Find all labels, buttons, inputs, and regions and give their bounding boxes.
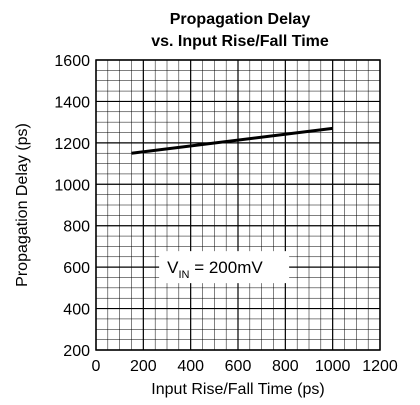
y-tick-label: 1600 [54, 53, 90, 70]
series-line [131, 126, 333, 155]
y-axis-label: Propagation Delay (ps) [14, 123, 31, 287]
x-axis-label: Input Rise/Fall Time (ps) [151, 381, 324, 398]
y-tick-label: 1200 [54, 136, 90, 153]
y-tick-label: 1400 [54, 94, 90, 111]
plot-area-frame [95, 59, 381, 351]
vin-annotation: VIN = 200mV [159, 251, 290, 284]
series-layer [131, 126, 333, 155]
x-tick-label: 1000 [315, 358, 351, 375]
annotation-rest: = 200mV [189, 258, 263, 277]
annotation-main: V [167, 258, 179, 277]
x-tick-label: 400 [177, 358, 204, 375]
annotation-subscript: IN [178, 269, 189, 281]
chart-title-line-2: vs. Input Rise/Fall Time [151, 33, 329, 50]
chart-title-line-1: Propagation Delay [170, 11, 311, 28]
x-tick-label: 1200 [362, 358, 398, 375]
x-tick-label: 0 [92, 358, 101, 375]
y-tick-label: 400 [63, 302, 90, 319]
y-tick-label: 800 [63, 219, 90, 236]
x-tick-label: 800 [272, 358, 299, 375]
x-tick-label: 200 [130, 358, 157, 375]
annotation-label: VIN = 200mV [167, 258, 263, 281]
y-tick-label: 1000 [54, 177, 90, 194]
y-axis-ticks: 200 400 600 800 1000 1200 1400 1600 [54, 53, 90, 360]
annotation-background [159, 251, 290, 284]
x-axis-ticks: 0 200 400 600 800 1000 1200 [92, 358, 398, 375]
y-tick-label: 200 [63, 343, 90, 360]
y-tick-label: 600 [63, 260, 90, 277]
x-tick-label: 600 [225, 358, 252, 375]
